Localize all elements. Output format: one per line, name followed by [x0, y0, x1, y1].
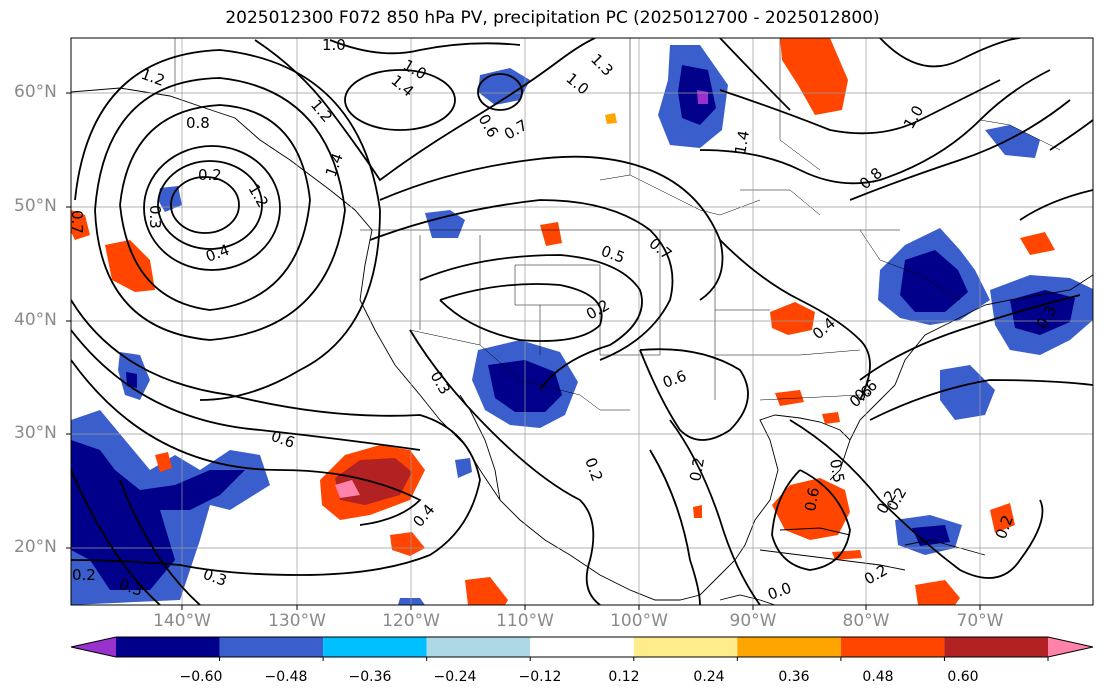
lat-label-40n: 40°N — [14, 310, 57, 330]
lon-label-80w: 80°W — [842, 611, 890, 631]
contour-label: 0.8 — [186, 114, 210, 132]
colorbar-label: −0.36 — [348, 669, 392, 685]
colorbar-label: −0.12 — [518, 669, 562, 685]
lat-label-20n: 20°N — [14, 537, 57, 557]
lon-label-70w: 70°W — [956, 611, 1004, 631]
colorbar-swatch — [116, 637, 220, 657]
colorbar-label: 0.48 — [862, 669, 894, 685]
contour-label: 1.0 — [322, 36, 346, 54]
contour-label: 0.7 — [68, 210, 86, 234]
colorbar-swatch — [219, 637, 324, 657]
lat-label-30n: 30°N — [14, 423, 57, 443]
map-title: 2025012300 F072 850 hPa PV, precipitatio… — [225, 8, 880, 28]
colorbar-swatch — [944, 637, 1048, 657]
colorbar-swatch — [737, 637, 841, 657]
colorbar-label: 0.60 — [947, 669, 979, 685]
positive-precip-fields — [71, 38, 1055, 605]
lat-label-60n: 60°N — [14, 82, 57, 102]
contour-label: 1.4 — [731, 129, 753, 156]
lon-label-90w: 90°W — [729, 611, 777, 631]
colorbar-label: −0.60 — [179, 669, 223, 685]
colorbar-label: −0.48 — [264, 669, 308, 685]
pv-contours — [71, 38, 1093, 605]
colorbar-swatch — [426, 637, 531, 657]
lon-label-120w: 120°W — [382, 611, 440, 631]
colorbar-outline — [70, 636, 1094, 658]
colorbar-swatch — [633, 637, 738, 657]
axis-ticks — [66, 92, 981, 610]
colorbar-swatch — [71, 637, 116, 657]
contour-label: 0.3 — [146, 205, 164, 229]
colorbar-label: 0.36 — [778, 669, 810, 685]
contour-label: 0.6 — [801, 486, 823, 513]
colorbar-swatch — [323, 637, 427, 657]
contour-label: 0.2 — [686, 456, 708, 483]
colorbar-swatch — [840, 637, 945, 657]
colorbar-label: −0.24 — [433, 669, 477, 685]
lon-label-110w: 110°W — [496, 611, 554, 631]
colorbar-label: 0.12 — [608, 669, 640, 685]
contour-label: 0.2 — [198, 166, 222, 184]
colorbar — [70, 636, 1094, 661]
lon-label-130w: 130°W — [268, 611, 326, 631]
graticule — [71, 38, 1093, 605]
lon-label-140w: 140°W — [153, 611, 211, 631]
lon-label-100w: 100°W — [610, 611, 668, 631]
contour-label: 0.2 — [72, 566, 96, 584]
colorbar-swatch — [1048, 637, 1093, 657]
colorbar-swatch — [530, 637, 634, 657]
colorbar-label: 0.24 — [693, 669, 725, 685]
lat-label-50n: 50°N — [14, 196, 57, 216]
contour-label: 0.5 — [826, 458, 848, 485]
